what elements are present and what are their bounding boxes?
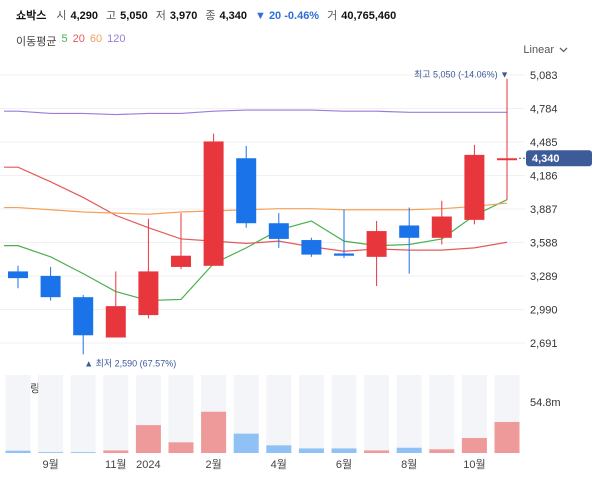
ma-120-label[interactable]: 120 (107, 33, 126, 45)
y-tick-label: 5,083 (530, 70, 558, 82)
high-annotation: 최고 5,050 (-14.06%) ▼ (414, 70, 509, 80)
price-header: 쇼박스 시 4,290 고 5,050 저 3,970 종 4,340 ▼ 20… (16, 7, 400, 23)
current-price-label: 4,340 (532, 153, 560, 165)
volume-label: 거 (327, 10, 338, 22)
y-tick-label: 4,485 (530, 137, 558, 149)
y-tick-label: 3,887 (530, 204, 558, 216)
close-label: 종 (205, 10, 216, 22)
volume-value: 40,765,460 (341, 10, 397, 22)
volume-bar (5, 450, 31, 453)
volume-bar (266, 445, 292, 453)
change-value: ▼ 20 -0.46% (255, 10, 320, 22)
scale-toggle[interactable]: Linear (523, 44, 568, 56)
candle-body (301, 240, 322, 255)
x-tick-label: 4월 (271, 458, 287, 471)
candle-body (399, 225, 420, 238)
low-value: 3,970 (169, 10, 198, 22)
open-value: 4,290 (70, 10, 99, 22)
ma-60-label[interactable]: 60 (89, 33, 103, 45)
x-tick-label: 2월 (205, 458, 221, 471)
ma-20-label[interactable]: 20 (72, 33, 85, 45)
volume-column-bg (331, 375, 357, 453)
ma-5-line (4, 199, 508, 302)
low-annotation: ▲ 최저 2,590 (67.57%) (84, 358, 176, 368)
candle-body (268, 223, 289, 239)
x-tick-label: 9월 (42, 458, 58, 471)
open-label: 시 (56, 10, 67, 22)
ma-legend-label: 이동평균 (16, 36, 57, 48)
candle-body (73, 297, 94, 336)
candle-body (40, 275, 61, 298)
volume-column-bg (168, 375, 194, 453)
volume-column-bg (298, 375, 324, 453)
volume-bar (298, 448, 324, 453)
volume-bar (70, 452, 96, 453)
y-tick-label: 4,186 (530, 171, 558, 183)
high-label: 고 (106, 10, 117, 22)
volume-bar (429, 449, 455, 453)
volume-column-bg (103, 375, 129, 453)
volume-max-label: 54.8m (530, 397, 561, 409)
x-tick-label: 6월 (336, 458, 352, 471)
x-tick-label: 8월 (401, 458, 417, 471)
candle-body (203, 141, 224, 266)
candle-body (464, 154, 485, 220)
x-tick-label: 2024 (136, 459, 160, 471)
candle-body (105, 306, 126, 338)
volume-bar (494, 421, 520, 453)
volume-column-bg (5, 375, 31, 453)
ma-120-line (4, 109, 507, 116)
candle-body (236, 158, 257, 224)
current-price-badge (526, 150, 592, 167)
high-value: 5,050 (120, 10, 148, 22)
candle-body (366, 231, 387, 257)
candle-body (138, 271, 159, 316)
volume-bar (38, 452, 64, 453)
moving-average-legend: 이동평균 5 20 60 120 (16, 33, 125, 49)
volume-bar (233, 433, 259, 453)
volume-column-bg (364, 375, 390, 453)
volume-bar (331, 448, 357, 453)
volume-bar (103, 450, 129, 453)
low-label: 저 (155, 10, 166, 22)
scale-label: Linear (523, 44, 554, 56)
chevron-down-icon (559, 47, 568, 53)
stock-name: 쇼박스 (16, 10, 47, 22)
volume-bar (135, 425, 161, 453)
y-tick-label: 3,289 (530, 271, 558, 283)
volume-column-bg (396, 375, 422, 453)
y-tick-label: 3,588 (530, 238, 558, 250)
y-tick-label: 4,784 (530, 104, 558, 116)
volume-bar (364, 450, 390, 453)
volume-column-bg (38, 375, 64, 453)
volume-bar (461, 438, 487, 453)
volume-bar (168, 442, 194, 453)
y-tick-label: 2,691 (530, 338, 558, 350)
y-tick-label: 2,990 (530, 305, 558, 317)
x-tick-label: 11월 (105, 458, 127, 471)
candle-body (334, 253, 354, 256)
volume-column-bg (70, 375, 96, 453)
volume-bar (396, 447, 422, 453)
volume-column-bg (266, 375, 292, 453)
ma-5-label[interactable]: 5 (61, 33, 68, 45)
candle-body (171, 255, 191, 267)
close-value: 4,340 (219, 10, 247, 22)
x-tick-label: 10월 (463, 458, 485, 471)
candle-body (497, 158, 517, 161)
volume-column-bg (429, 375, 455, 453)
ma-20-line (4, 166, 508, 252)
candle-body (431, 216, 452, 238)
volume-bar (201, 411, 227, 453)
candle-body (8, 271, 28, 279)
